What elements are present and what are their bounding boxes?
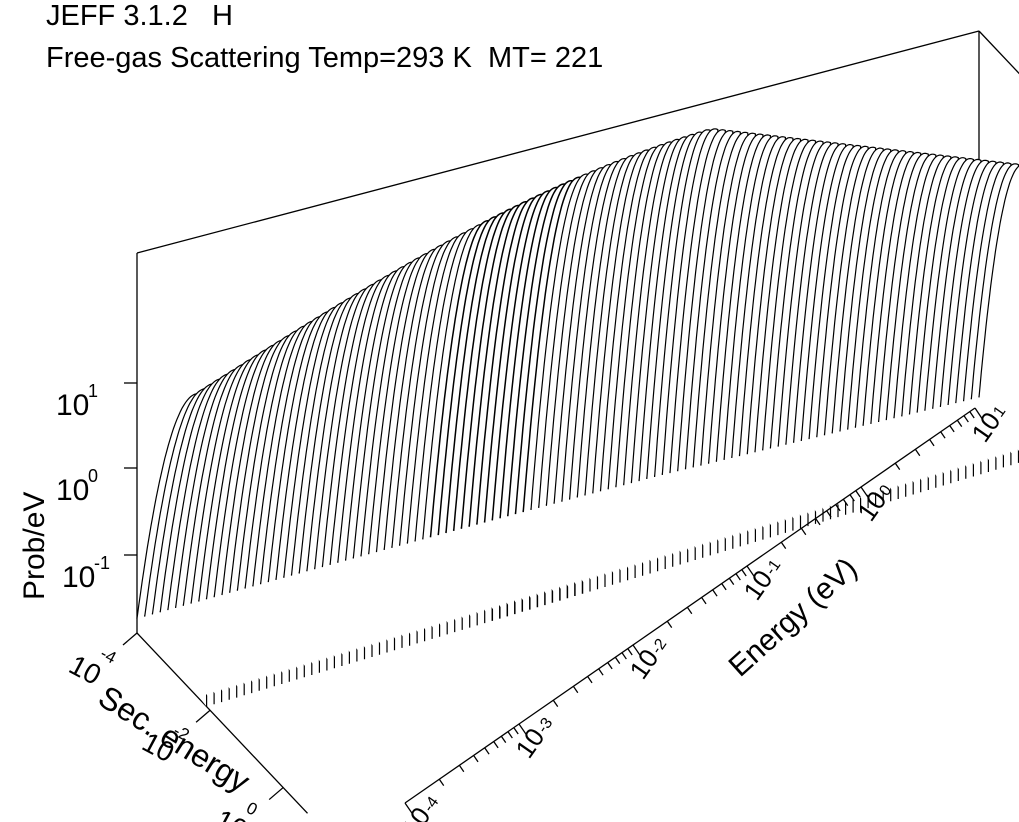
x-axis-tick [195,709,211,723]
y-axis-tick [849,494,855,502]
y-axis-tick [949,425,955,433]
y-axis-tick [835,504,841,512]
y-axis-tick [632,644,642,658]
y-axis-tick [860,486,870,500]
y-axis-tick [741,569,747,577]
box-edge-top-right [978,30,1019,75]
y-axis-tick [826,510,832,518]
z-axis-tick-label: 10 [62,561,95,594]
x-axis-tick [122,632,138,646]
waterfall-curves [136,128,1019,707]
y-axis-tick [735,573,741,581]
y-axis-tick [404,802,414,816]
y-axis-tick [572,685,579,694]
z-axis-tick-label: 10 [56,389,89,422]
y-axis-tick [666,620,673,628]
y-axis-tick [438,778,445,786]
y-axis-tick [607,662,613,670]
box-edge-bottom-left [136,632,308,814]
y-axis-tick [552,699,559,707]
y-axis-tick [513,727,519,735]
y-axis-tick [855,490,861,498]
y-axis-tick [484,747,490,755]
y-axis-tick [974,407,984,421]
y-axis-tick [746,565,756,579]
z-axis-tick-label: 10 [56,474,89,507]
x-axis-tick [268,787,284,801]
y-axis-tick [963,415,969,423]
y-axis-tick [493,741,499,749]
y-axis-tick [686,606,693,615]
z-axis-tick-label-exponent: -1 [94,553,110,573]
y-axis-tick [518,723,528,737]
axis-ticks [122,382,984,816]
chart-title-line-1: JEFF 3.1.2 H [46,0,233,32]
y-axis-tick [598,668,604,676]
y-axis-tick [587,676,593,684]
y-axis-tick [728,577,735,586]
y-axis-line [404,407,976,804]
y-axis-tick [969,411,975,419]
y-axis-tick [956,419,963,428]
y-axis-tick [458,764,465,773]
y-axis-tick [894,462,901,470]
y-axis-tick [914,448,921,457]
y-axis-tick [621,652,627,660]
y-axis-tick [500,735,507,744]
y-axis-tick [929,439,935,447]
y-axis-tick [712,589,718,597]
y-axis-tick [701,597,707,605]
y-axis-tick [473,755,479,763]
y-axis-tick [627,648,633,656]
y-axis-tick [614,656,621,665]
y-axis-tick [940,431,946,439]
y-axis-tick [721,583,727,591]
z-axis-label: Prob/eV [18,492,51,600]
z-axis-tick-label-exponent: 0 [88,466,98,486]
y-axis-tick [800,527,807,536]
y-axis-tick [842,498,849,507]
y-axis-label: Energy (eV) [723,552,864,684]
y-axis-tick [780,541,787,549]
x-axis-label: Sec. energy [92,678,256,799]
chart-title-line-2: Free-gas Scattering Temp=293 K MT= 221 [46,42,604,74]
y-axis-tick [815,518,821,526]
z-axis-tick-label-exponent: 1 [88,381,98,401]
y-axis-tick [507,731,513,739]
x-axis-tick-label-exponent: 0 [243,798,260,819]
box-edge-top-back [136,30,980,254]
